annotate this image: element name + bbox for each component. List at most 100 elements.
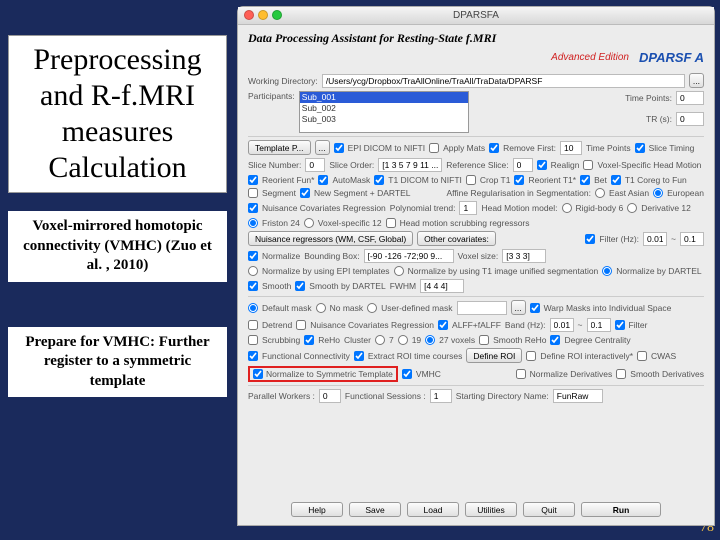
- save-button[interactable]: Save: [349, 502, 401, 517]
- slice-number-input[interactable]: [305, 158, 325, 172]
- list-item[interactable]: Sub_003: [300, 114, 468, 125]
- template-button[interactable]: Template P...: [248, 140, 311, 155]
- user-mask-input[interactable]: [457, 301, 507, 315]
- default-mask-radio[interactable]: [248, 303, 258, 313]
- reho-checkbox[interactable]: [304, 335, 314, 345]
- smooth-reho-checkbox[interactable]: [479, 335, 489, 345]
- smooth-checkbox[interactable]: [248, 281, 258, 291]
- list-item[interactable]: Sub_002: [300, 103, 468, 114]
- startdir-input[interactable]: [553, 389, 603, 403]
- zoom-icon[interactable]: [272, 10, 282, 20]
- voxsize-input[interactable]: [502, 249, 546, 263]
- tr-input[interactable]: [676, 112, 704, 126]
- band-lo-input[interactable]: [550, 318, 574, 332]
- filter-hi-input[interactable]: [680, 232, 704, 246]
- east-asian-radio[interactable]: [595, 188, 605, 198]
- extract-roi-label: Extract ROI time courses: [368, 351, 462, 361]
- func-conn-checkbox[interactable]: [248, 351, 258, 361]
- window-title: DPARSFA: [453, 10, 499, 21]
- segment-checkbox[interactable]: [248, 188, 258, 198]
- band-hi-input[interactable]: [587, 318, 611, 332]
- nuisance-reg-button[interactable]: Nuisance regressors (WM, CSF, Global): [248, 231, 413, 246]
- smooth-dartel-checkbox[interactable]: [295, 281, 305, 291]
- nuisance-cov2-checkbox[interactable]: [296, 320, 306, 330]
- cluster19-radio[interactable]: [398, 335, 408, 345]
- detrend-checkbox[interactable]: [248, 320, 258, 330]
- funcsess-label: Functional Sessions :: [345, 391, 426, 401]
- cluster7-radio[interactable]: [375, 335, 385, 345]
- friston24-radio[interactable]: [248, 218, 258, 228]
- norm-dartel-label: Normalize by DARTEL: [616, 266, 701, 276]
- apply-mats-checkbox[interactable]: [429, 143, 439, 153]
- participants-list[interactable]: Sub_001 Sub_002 Sub_003: [299, 91, 469, 133]
- norm-sym-checkbox[interactable]: [253, 369, 263, 379]
- filter2-checkbox[interactable]: [615, 320, 625, 330]
- user-mask-radio[interactable]: [367, 303, 377, 313]
- quit-button[interactable]: Quit: [523, 502, 575, 517]
- european-radio[interactable]: [653, 188, 663, 198]
- t1-coreg-checkbox[interactable]: [611, 175, 621, 185]
- norm-dartel-radio[interactable]: [602, 266, 612, 276]
- scrubbing-checkbox[interactable]: [248, 335, 258, 345]
- norm-epi-radio[interactable]: [248, 266, 258, 276]
- other-cov-button[interactable]: Other covariates:: [417, 231, 496, 246]
- highlight-norm-sym: Normalize to Symmetric Template: [248, 366, 398, 382]
- utilities-button[interactable]: Utilities: [465, 502, 517, 517]
- automask-label: AutoMask: [332, 175, 370, 185]
- rigid-radio[interactable]: [562, 203, 572, 213]
- minimize-icon[interactable]: [258, 10, 268, 20]
- parallel-input[interactable]: [319, 389, 341, 403]
- help-button[interactable]: Help: [291, 502, 343, 517]
- rigid-label: Rigid-body 6: [576, 203, 624, 213]
- new-segment-checkbox[interactable]: [300, 188, 310, 198]
- extract-roi-checkbox[interactable]: [354, 351, 364, 361]
- norm-deriv-checkbox[interactable]: [516, 369, 526, 379]
- slice-timing-checkbox[interactable]: [635, 143, 645, 153]
- reorient-fun-checkbox[interactable]: [248, 175, 258, 185]
- working-dir-input[interactable]: [322, 74, 685, 88]
- funcsess-input[interactable]: [430, 389, 452, 403]
- smooth-deriv-checkbox[interactable]: [616, 369, 626, 379]
- reference-slice-input[interactable]: [513, 158, 533, 172]
- slice-order-input[interactable]: [378, 158, 442, 172]
- browse-button[interactable]: ...: [689, 73, 704, 88]
- alff-checkbox[interactable]: [438, 320, 448, 330]
- cluster27-radio[interactable]: [425, 335, 435, 345]
- automask-checkbox[interactable]: [318, 175, 328, 185]
- fwhm-input[interactable]: [420, 279, 464, 293]
- epi-dicom-checkbox[interactable]: [334, 143, 344, 153]
- run-button[interactable]: Run: [581, 502, 661, 517]
- close-icon[interactable]: [244, 10, 254, 20]
- vmhc-checkbox[interactable]: [402, 369, 412, 379]
- remove-first-checkbox[interactable]: [489, 143, 499, 153]
- poly-input[interactable]: [459, 201, 477, 215]
- bbox-input[interactable]: [364, 249, 454, 263]
- scrub-reg-checkbox[interactable]: [386, 218, 396, 228]
- no-mask-radio[interactable]: [316, 303, 326, 313]
- filter-lo-input[interactable]: [643, 232, 667, 246]
- cwas-checkbox[interactable]: [637, 351, 647, 361]
- normalize-checkbox[interactable]: [248, 251, 258, 261]
- load-button[interactable]: Load: [407, 502, 459, 517]
- warp-masks-checkbox[interactable]: [530, 303, 540, 313]
- t1-dicom-checkbox[interactable]: [374, 175, 384, 185]
- roi-interactive-checkbox[interactable]: [526, 351, 536, 361]
- filter-checkbox[interactable]: [585, 234, 595, 244]
- remove-first-input[interactable]: [560, 141, 582, 155]
- realign-checkbox[interactable]: [537, 160, 547, 170]
- user-mask-browse-button[interactable]: ...: [511, 300, 526, 315]
- reorient-t1-checkbox[interactable]: [514, 175, 524, 185]
- derivative12-radio[interactable]: [627, 203, 637, 213]
- list-item[interactable]: Sub_001: [300, 92, 468, 103]
- detrend-label: Detrend: [262, 320, 292, 330]
- bet-checkbox[interactable]: [580, 175, 590, 185]
- template-browse-button[interactable]: ...: [315, 140, 330, 155]
- norm-t1-radio[interactable]: [394, 266, 404, 276]
- voxel12-radio[interactable]: [304, 218, 314, 228]
- nuisance-cov-checkbox[interactable]: [248, 203, 258, 213]
- time-points-input[interactable]: [676, 91, 704, 105]
- voxel-head-checkbox[interactable]: [583, 160, 593, 170]
- crop-t1-checkbox[interactable]: [466, 175, 476, 185]
- define-roi-button[interactable]: Define ROI: [466, 348, 522, 363]
- degree-cent-checkbox[interactable]: [550, 335, 560, 345]
